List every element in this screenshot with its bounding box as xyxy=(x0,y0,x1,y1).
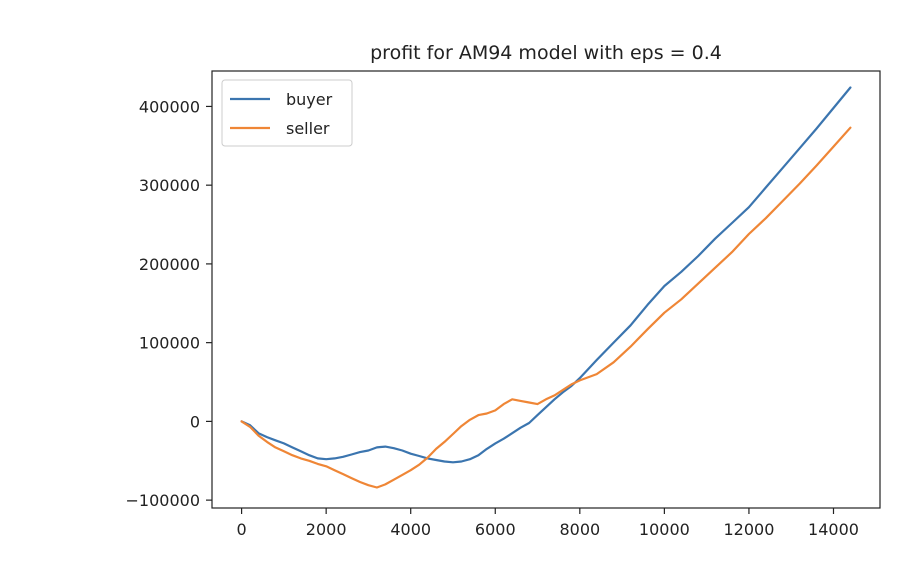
legend-label-buyer: buyer xyxy=(286,90,333,109)
x-tick-label: 14000 xyxy=(808,520,859,539)
x-axis: 0 2000 4000 6000 8000 10000 12000 14000 xyxy=(237,508,859,539)
legend-box xyxy=(221,79,353,147)
chart-title: profit for AM94 model with eps = 0.4 xyxy=(370,42,722,64)
x-tick-label: 2000 xyxy=(306,520,347,539)
x-tick-label: 10000 xyxy=(639,520,690,539)
legend-label-seller: seller xyxy=(286,119,330,138)
series-line-buyer xyxy=(240,86,852,464)
plot-frame xyxy=(211,70,881,509)
legend: buyer seller xyxy=(221,79,353,147)
x-tick-label: 8000 xyxy=(559,520,600,539)
x-tick-label: 6000 xyxy=(475,520,516,539)
y-tick-label: 100000 xyxy=(139,334,200,353)
y-tick-label: 400000 xyxy=(139,97,200,116)
y-tick-label: 0 xyxy=(190,412,200,431)
x-tick-label: 12000 xyxy=(723,520,774,539)
y-axis: −100000 0 100000 200000 300000 400000 xyxy=(126,97,212,510)
plot-area xyxy=(240,86,852,489)
series-line-seller xyxy=(240,126,852,489)
y-tick-label: −100000 xyxy=(126,491,200,510)
x-tick-label: 4000 xyxy=(390,520,431,539)
y-tick-label: 200000 xyxy=(139,255,200,274)
y-tick-label: 300000 xyxy=(139,176,200,195)
x-tick-label: 0 xyxy=(237,520,247,539)
